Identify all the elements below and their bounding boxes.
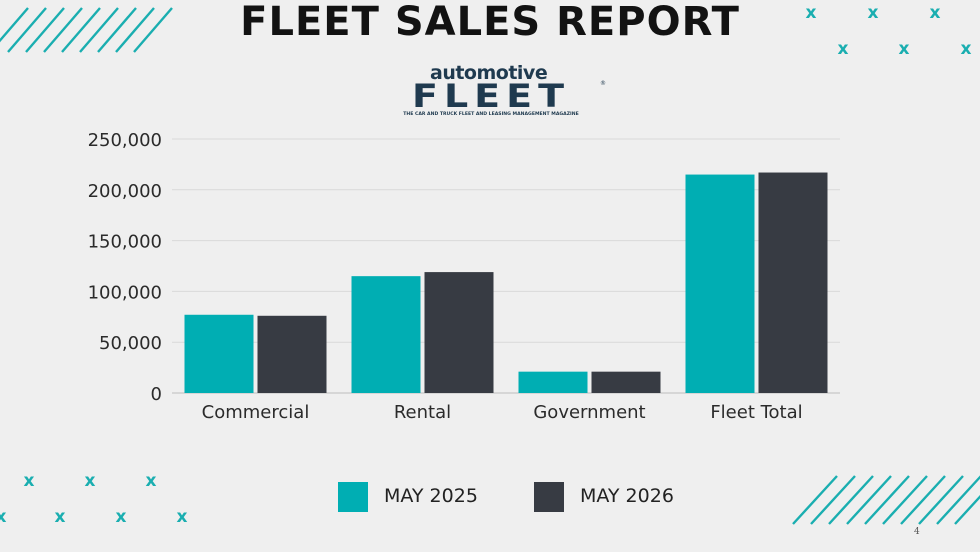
svg-text:x: x [116,507,127,526]
svg-text:x: x [0,507,7,526]
y-tick-label: 0 [151,384,162,405]
bar-may-2025-rental [351,276,421,393]
logo-top-text: automotive [430,62,548,84]
automotive-fleet-logo: automotive FLEET ® THE CAR AND TRUCK FLE… [378,62,608,122]
bar-may-2026-commercial [257,315,327,393]
bar-may-2026-fleet-total [758,172,828,393]
logo-registered-mark: ® [600,80,606,87]
stripes-bottom-right-decoration [792,475,980,525]
bar-may-2026-rental [424,272,494,393]
svg-text:x: x [55,507,66,526]
bar-may-2025-fleet-total [685,174,755,393]
legend-swatch-may-2025 [338,482,368,512]
legend-label-may-2026: MAY 2026 [580,485,674,507]
svg-text:x: x [930,3,941,23]
legend-swatch-may-2026 [534,482,564,512]
page-title: FLEET SALES REPORT [240,0,740,45]
x-tick-label: Fleet Total [710,402,802,423]
svg-text:x: x [24,471,35,491]
x-tick-label: Rental [394,402,451,423]
x-tick-label: Commercial [202,402,310,423]
y-tick-label: 100,000 [88,282,162,303]
svg-text:x: x [85,471,96,491]
page-number: 4 [914,527,920,537]
logo-tagline: THE CAR AND TRUCK FLEET AND LEASING MANA… [403,112,579,117]
bar-may-2026-government [591,371,661,393]
x-tick-label: Government [533,402,645,423]
logo-main-text: FLEET [411,77,570,115]
svg-text:x: x [806,3,817,23]
y-tick-label: 50,000 [99,333,162,354]
y-tick-label: 150,000 [88,232,162,253]
svg-text:x: x [177,507,188,526]
legend-label-may-2025: MAY 2025 [384,485,478,507]
svg-text:x: x [868,3,879,23]
bar-may-2025-government [518,371,588,393]
svg-text:x: x [838,39,849,59]
y-tick-label: 200,000 [88,181,162,202]
stripes-top-left-decoration [0,7,173,53]
bar-may-2025-commercial [184,314,254,393]
svg-text:x: x [961,39,972,59]
svg-text:x: x [899,39,910,59]
y-tick-label: 250,000 [88,130,162,151]
svg-text:x: x [146,471,157,491]
